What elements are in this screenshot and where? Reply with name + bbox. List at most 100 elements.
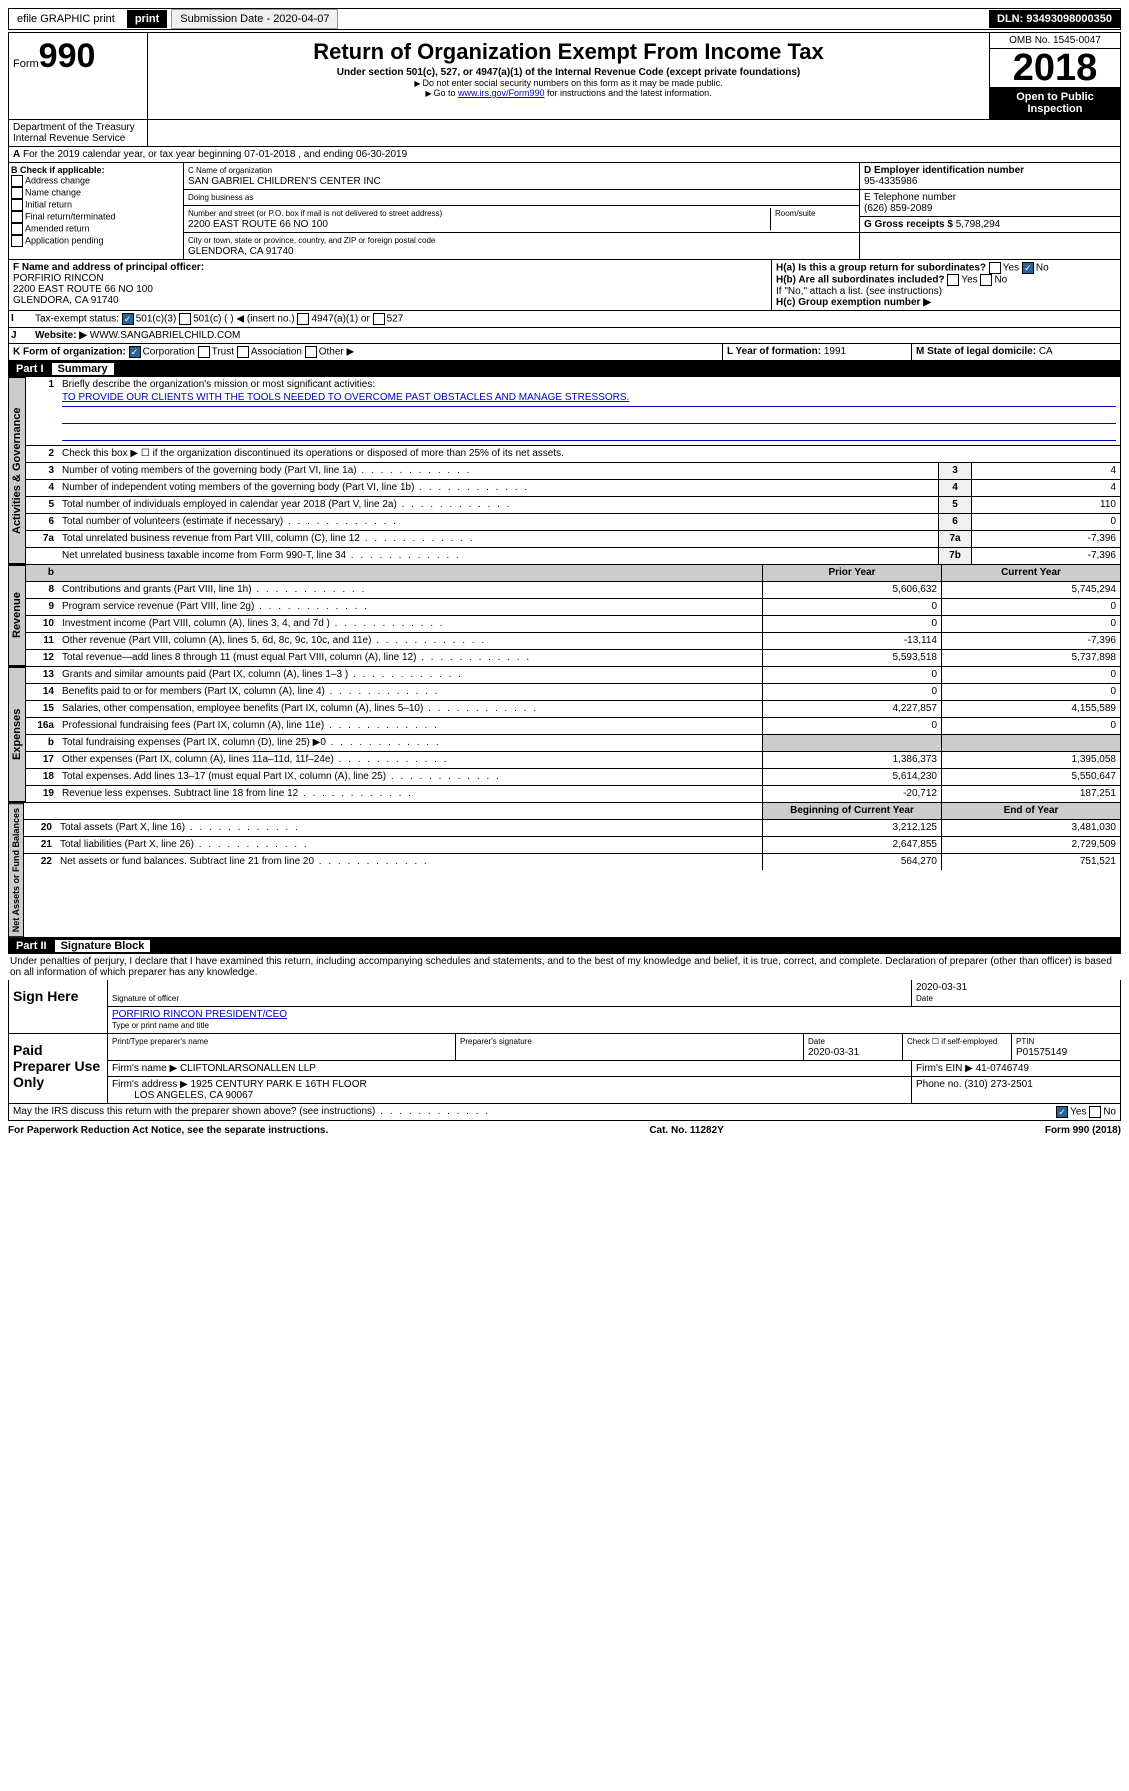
page-footer: For Paperwork Reduction Act Notice, see … [8, 1121, 1121, 1140]
527-checkbox[interactable] [373, 313, 385, 325]
footer-right: Form 990 (2018) [1045, 1125, 1121, 1136]
firm-addr1: 1925 CENTURY PARK E 16TH FLOOR [191, 1079, 367, 1090]
officer-addr2: GLENDORA, CA 91740 [13, 295, 119, 306]
4947-checkbox[interactable] [297, 313, 309, 325]
hb-yes[interactable] [947, 274, 959, 286]
trust-checkbox[interactable] [198, 346, 210, 358]
checkbox-address-change[interactable] [11, 175, 23, 187]
checkbox-final-return[interactable] [11, 211, 23, 223]
data-line: 15Salaries, other compensation, employee… [26, 701, 1120, 718]
checkbox-app-pending[interactable] [11, 235, 23, 247]
section-c: C Name of organization SAN GABRIEL CHILD… [184, 163, 860, 259]
city-label: City or town, state or province, country… [188, 236, 435, 245]
section-k: K Form of organization: ✓Corporation Tru… [9, 344, 723, 360]
state-domicile: CA [1039, 346, 1053, 357]
m-label: M State of legal domicile: [916, 346, 1036, 357]
phone-label: E Telephone number [864, 192, 956, 203]
gov-line: Net unrelated business taxable income fr… [26, 548, 1120, 564]
data-line: 8Contributions and grants (Part VIII, li… [26, 582, 1120, 599]
sign-here-label: Sign Here [9, 980, 108, 1033]
ein-label: D Employer identification number [864, 165, 1024, 176]
col-current: Current Year [941, 565, 1120, 581]
org-name: SAN GABRIEL CHILDREN'S CENTER INC [188, 176, 381, 187]
hb-note: If "No," attach a list. (see instruction… [776, 286, 1116, 297]
data-line: 9Program service revenue (Part VIII, lin… [26, 599, 1120, 616]
firm-name: CLIFTONLARSONALLEN LLP [180, 1063, 316, 1074]
tab-net: Net Assets or Fund Balances [9, 803, 24, 937]
part1-header: Part I Summary [8, 361, 1121, 377]
gov-line: 5Total number of individuals employed in… [26, 497, 1120, 514]
data-line: 17Other expenses (Part IX, column (A), l… [26, 752, 1120, 769]
efile-label: efile GRAPHIC print [9, 10, 123, 28]
print-button[interactable]: print [127, 10, 167, 28]
org-city: GLENDORA, CA 91740 [188, 246, 294, 257]
501c-checkbox[interactable] [179, 313, 191, 325]
prep-name-label: Print/Type preparer's name [112, 1037, 208, 1046]
self-emp-label: Check ☐ if self-employed [907, 1037, 997, 1046]
ha-yes[interactable] [989, 262, 1001, 274]
data-line: 18Total expenses. Add lines 13–17 (must … [26, 769, 1120, 786]
assoc-checkbox[interactable] [237, 346, 249, 358]
section-f: F Name and address of principal officer:… [9, 260, 772, 310]
corp-checkbox[interactable]: ✓ [129, 346, 141, 358]
form-note1: Do not enter social security numbers on … [152, 78, 985, 88]
discuss-no[interactable] [1089, 1106, 1101, 1118]
data-line: 19Revenue less expenses. Subtract line 1… [26, 786, 1120, 802]
tax-year: 2018 [990, 49, 1120, 87]
form-subtitle: Under section 501(c), 527, or 4947(a)(1)… [152, 67, 985, 78]
gross-label: G Gross receipts $ [864, 219, 953, 230]
k-label: K Form of organization: [13, 347, 126, 358]
checkbox-initial-return[interactable] [11, 199, 23, 211]
phone-value: (626) 859-2089 [864, 203, 932, 214]
ptin-value: P01575149 [1016, 1047, 1067, 1058]
gov-line: 6Total number of volunteers (estimate if… [26, 514, 1120, 531]
other-checkbox[interactable] [305, 346, 317, 358]
gov-line: 4Number of independent voting members of… [26, 480, 1120, 497]
sig-officer-label: Signature of officer [112, 994, 179, 1003]
firm-ein: 41-0746749 [976, 1063, 1029, 1074]
declaration: Under penalties of perjury, I declare th… [8, 954, 1121, 980]
data-line: 13Grants and similar amounts paid (Part … [26, 667, 1120, 684]
form-header: Form990 Return of Organization Exempt Fr… [8, 32, 1121, 120]
mission-text: TO PROVIDE OUR CLIENTS WITH THE TOOLS NE… [62, 392, 629, 403]
footer-left: For Paperwork Reduction Act Notice, see … [8, 1125, 328, 1136]
tab-expenses: Expenses [9, 667, 26, 802]
sign-date: 2020-03-31 [916, 982, 967, 993]
paid-preparer-label: Paid Preparer Use Only [9, 1034, 108, 1103]
firm-addr2: LOS ANGELES, CA 90067 [134, 1090, 253, 1101]
checkbox-amended[interactable] [11, 223, 23, 235]
col-prior: Prior Year [762, 565, 941, 581]
discuss-question: May the IRS discuss this return with the… [13, 1106, 490, 1118]
ha-no[interactable]: ✓ [1022, 262, 1034, 274]
discuss-yes[interactable]: ✓ [1056, 1106, 1068, 1118]
room-label: Room/suite [775, 209, 815, 218]
officer-sig-name: PORFIRIO RINCON PRESIDENT/CEO [112, 1009, 287, 1020]
tax-year-line: A For the 2019 calendar year, or tax yea… [9, 147, 1120, 163]
gov-line: 7aTotal unrelated business revenue from … [26, 531, 1120, 548]
addr-label: Number and street (or P.O. box if mail i… [188, 209, 442, 218]
submission-date: Submission Date - 2020-04-07 [171, 9, 338, 29]
form-note2: Go to www.irs.gov/Form990 for instructio… [152, 88, 985, 98]
data-line: 22Net assets or fund balances. Subtract … [24, 854, 1120, 870]
officer-addr1: 2200 EAST ROUTE 66 NO 100 [13, 284, 153, 295]
ha-label: H(a) Is this a group return for subordin… [776, 263, 986, 274]
b-label: B Check if applicable: [11, 165, 105, 175]
org-address: 2200 EAST ROUTE 66 NO 100 [188, 219, 328, 230]
form-title: Return of Organization Exempt From Incom… [152, 39, 985, 65]
gross-value: 5,798,294 [956, 219, 1001, 230]
q2: Check this box ▶ ☐ if the organization d… [58, 446, 1120, 462]
data-line: 20Total assets (Part X, line 16)3,212,12… [24, 820, 1120, 837]
c-name-label: C Name of organization [188, 166, 272, 175]
officer-label: F Name and address of principal officer: [13, 262, 204, 273]
501c3-checkbox[interactable]: ✓ [122, 313, 134, 325]
form-prefix: Form [13, 58, 39, 70]
checkbox-name-change[interactable] [11, 187, 23, 199]
prep-sig-label: Preparer's signature [460, 1037, 532, 1046]
hb-no[interactable] [980, 274, 992, 286]
form990-link[interactable]: www.irs.gov/Form990 [458, 88, 545, 98]
section-h: H(a) Is this a group return for subordin… [772, 260, 1120, 310]
data-line: 16aProfessional fundraising fees (Part I… [26, 718, 1120, 735]
col-begin: Beginning of Current Year [762, 803, 941, 819]
firm-phone: (310) 273-2501 [964, 1079, 1032, 1090]
firm-addr-label: Firm's address ▶ [112, 1079, 188, 1090]
